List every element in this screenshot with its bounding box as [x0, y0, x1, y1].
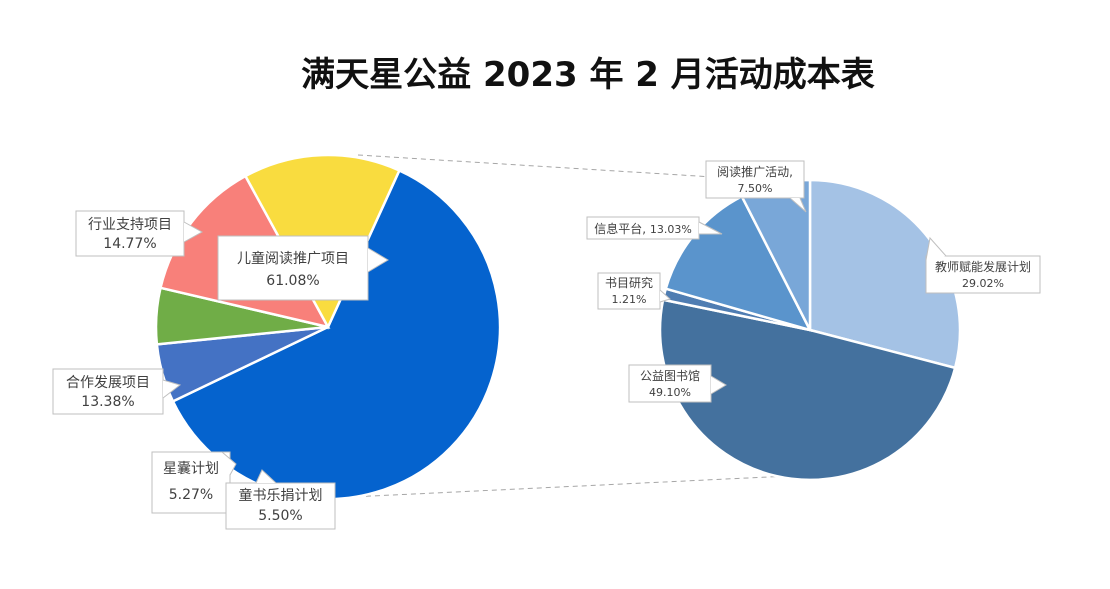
label-value: 5.50% — [258, 508, 302, 524]
label-pointer — [659, 289, 671, 303]
chart-title: 满天星公益 2023 年 2 月活动成本表 — [301, 55, 875, 95]
label-box — [151, 451, 231, 514]
label-name: 童书乐捐计划 — [239, 487, 323, 504]
data-label-secondary-3: 书目研究 1.21% — [597, 272, 671, 310]
data-label-secondary-4: 信息平台, 13.03% — [586, 216, 723, 240]
label-value: 1.21% — [612, 293, 647, 306]
label-name: 星囊计划 — [163, 460, 219, 477]
connector-line-top — [357, 154, 811, 184]
secondary-pie-slice-2 — [658, 298, 957, 482]
main-pie — [154, 153, 502, 501]
label-text: 信息平台, 13.03% — [594, 221, 692, 236]
label-name: 合作发展项目 — [66, 375, 150, 391]
label-value: 7.50% — [738, 182, 773, 195]
label-box — [52, 368, 164, 415]
data-label-secondary-5: 阅读推广活动, 7.50% — [705, 160, 807, 213]
secondary-pie-slice-1 — [808, 178, 962, 370]
connector-line-bottom — [329, 474, 811, 499]
data-label-main-1: 儿童阅读推广项目 61.08% — [217, 235, 389, 301]
label-pointer — [698, 221, 723, 235]
label-value: 29.02% — [962, 277, 1004, 290]
data-labels: 儿童阅读推广项目 61.08% 行业支持项目 14.77% 合作发展项目 13.38% 星囊… — [52, 160, 1041, 530]
label-pointer — [183, 221, 204, 243]
label-name: 公益图书馆 — [640, 368, 700, 383]
label-box — [225, 482, 336, 530]
label-box — [705, 160, 805, 199]
main-pie-slice-1 — [171, 168, 502, 501]
data-label-secondary-1: 教师赋能发展计划 29.02% — [925, 236, 1041, 294]
label-value: 13.03% — [650, 223, 692, 236]
label-name: 行业支持项目 — [88, 217, 172, 233]
label-box — [75, 210, 185, 257]
label-name: 信息平台, — [594, 221, 650, 236]
label-pointer — [367, 247, 389, 273]
data-label-main-4: 合作发展项目 13.38% — [52, 368, 182, 415]
label-box — [925, 255, 1041, 294]
label-box — [597, 272, 661, 310]
data-label-secondary-2: 公益图书馆 49.10% — [628, 364, 727, 403]
label-name: 儿童阅读推广项目 — [237, 250, 349, 267]
label-pointer — [221, 451, 237, 476]
label-pointer — [925, 236, 947, 261]
label-pointer — [255, 469, 277, 484]
label-box — [628, 364, 712, 403]
label-name: 教师赋能发展计划 — [935, 259, 1031, 274]
data-label-main-5: 行业支持项目 14.77% — [75, 210, 204, 257]
label-box — [217, 235, 369, 301]
data-label-main-3: 星囊计划 5.27% — [151, 451, 237, 514]
label-value: 61.08% — [266, 273, 319, 289]
label-value: 13.38% — [81, 394, 134, 410]
label-value: 14.77% — [103, 236, 156, 252]
label-value: 49.10% — [649, 386, 691, 399]
label-value: 5.27% — [169, 487, 213, 503]
label-pointer — [710, 375, 727, 395]
label-pointer — [162, 379, 182, 399]
label-name: 阅读推广活动, — [717, 165, 793, 179]
label-name: 书目研究 — [605, 275, 653, 290]
data-label-main-2: 童书乐捐计划 5.50% — [225, 469, 336, 530]
label-pointer — [789, 197, 807, 213]
